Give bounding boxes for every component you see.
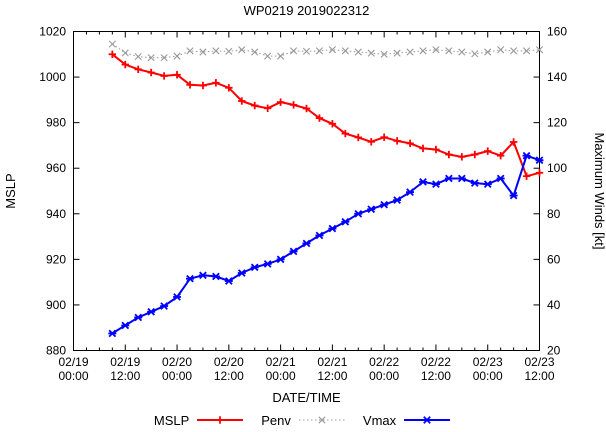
- legend-sample-mslp: [197, 416, 244, 424]
- y-left-tick-label: 960: [46, 161, 66, 175]
- chart-legend: MSLP Penv Vmax: [0, 409, 606, 431]
- x-tick-label-time: 00:00: [58, 369, 88, 383]
- y-left-tick-label: 980: [46, 116, 66, 130]
- x-tick-label-time: 12:00: [110, 369, 140, 383]
- x-tick-label-date: 02/21: [266, 355, 296, 369]
- y-right-tick-label: 120: [547, 116, 567, 130]
- plot-border: [73, 31, 540, 351]
- x-tick-label-time: 00:00: [473, 369, 503, 383]
- x-tick-label-time: 12:00: [524, 369, 554, 383]
- legend-item-penv: Penv: [261, 413, 347, 428]
- x-tick-label-time: 12:00: [421, 369, 451, 383]
- x-tick-label-date: 02/20: [162, 355, 192, 369]
- series-vmax: [108, 151, 544, 338]
- y-right-tick-label: 20: [547, 344, 561, 358]
- y-right-tick-label: 160: [547, 25, 567, 39]
- x-tick-label-time: 00:00: [266, 369, 296, 383]
- plot-area: 02/1900:0002/1912:0002/2000:0002/2012:00…: [39, 25, 567, 384]
- legend-sample-vmax: [404, 416, 451, 424]
- y-left-axis-label: MSLP: [3, 173, 18, 208]
- legend-label-vmax: Vmax: [362, 412, 397, 428]
- intensity-plot-svg: WP0219 2019022312 MSLP Maximum Winds [kt…: [3, 3, 606, 405]
- x-ticks: [73, 31, 540, 351]
- x-tick-label-time: 12:00: [317, 369, 347, 383]
- x-tick-label-date: 02/20: [214, 355, 244, 369]
- x-tick-label-time: 00:00: [369, 369, 399, 383]
- x-tick-label-date: 02/21: [317, 355, 347, 369]
- x-tick-label-time: 12:00: [214, 369, 244, 383]
- x-tick-label-date: 02/19: [58, 355, 88, 369]
- x-tick-label-time: 00:00: [162, 369, 192, 383]
- legend-sample-penv: [298, 416, 345, 424]
- y-left-tick-label: 900: [46, 298, 66, 312]
- x-tick-label-date: 02/22: [369, 355, 399, 369]
- series-line-penv: [112, 43, 540, 59]
- series-penv: [108, 40, 544, 62]
- y-right-tick-label: 100: [547, 161, 567, 175]
- x-tick-label-date: 02/23: [524, 355, 554, 369]
- y-right-axis-label: Maximum Winds [kt]: [592, 132, 606, 249]
- x-tick-label-date: 02/23: [473, 355, 503, 369]
- x-tick-label-date: 02/19: [110, 355, 140, 369]
- legend-label-mslp: MSLP: [153, 412, 190, 428]
- legend-item-vmax: Vmax: [363, 413, 452, 428]
- series-markers-penv: [108, 40, 544, 62]
- y-ticks: [73, 31, 540, 351]
- x-tick-label-date: 02/22: [421, 355, 451, 369]
- y-left-tick-label: 940: [46, 207, 66, 221]
- y-right-tick-label: 140: [547, 70, 567, 84]
- chart-title: WP0219 2019022312: [244, 3, 370, 18]
- series-line-vmax: [111, 154, 540, 335]
- y-right-tick-label: 80: [547, 207, 561, 221]
- y-left-tick-label: 1000: [39, 70, 66, 84]
- x-axis-label: DATE/TIME: [272, 390, 341, 405]
- series-markers-mslp: [108, 50, 544, 180]
- y-right-tick-label: 60: [547, 252, 561, 266]
- y-left-tick-label: 920: [46, 252, 66, 266]
- series-mslp: [108, 50, 544, 180]
- y-left-tick-label: 880: [46, 344, 66, 358]
- legend-label-penv: Penv: [261, 412, 291, 428]
- y-left-tick-label: 1020: [39, 25, 66, 39]
- series-markers-vmax: [108, 151, 544, 338]
- series-line-mslp: [111, 53, 540, 178]
- y-right-tick-label: 40: [547, 298, 561, 312]
- legend-item-mslp: MSLP: [154, 413, 245, 428]
